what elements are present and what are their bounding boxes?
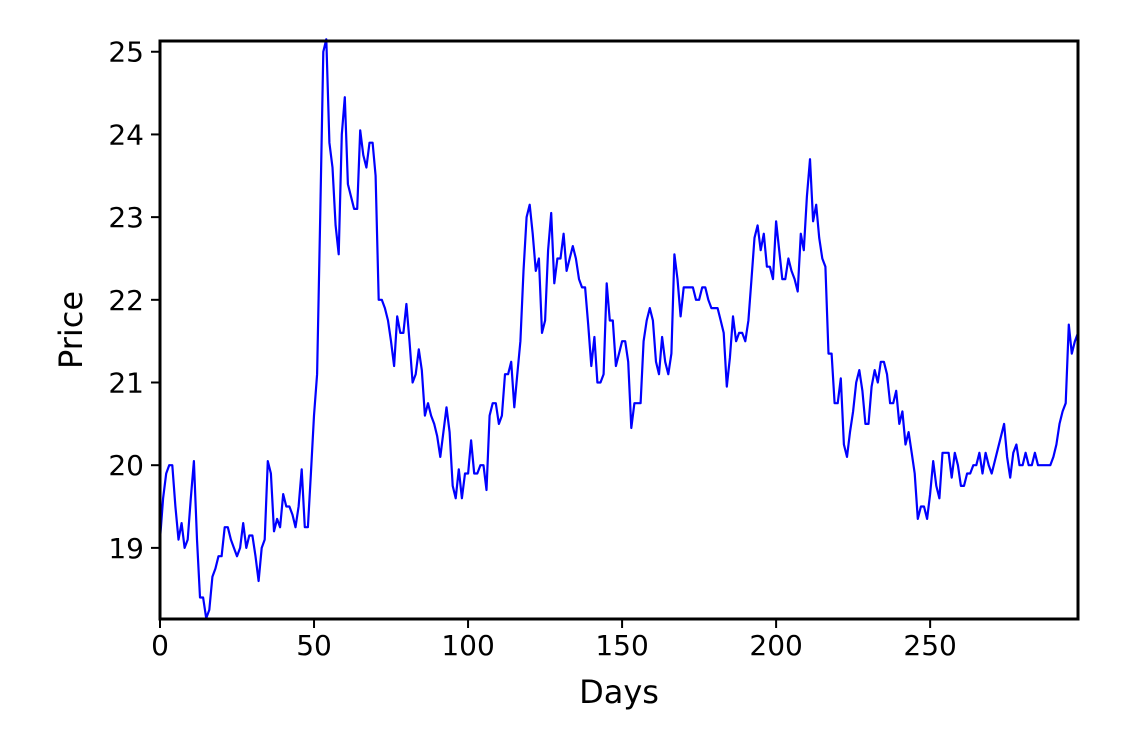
y-tick-label: 20 — [108, 449, 144, 482]
y-tick-label: 23 — [108, 201, 144, 234]
y-tick-label: 21 — [108, 367, 144, 400]
x-tick-label: 50 — [296, 629, 332, 662]
x-axis-label: Days — [579, 673, 659, 711]
y-tick-label: 24 — [108, 118, 144, 151]
x-tick-label: 150 — [595, 629, 648, 662]
x-tick-label: 250 — [903, 629, 956, 662]
plot-frame — [158, 39, 1080, 621]
x-tick-label: 0 — [151, 629, 169, 662]
y-tick-label: 19 — [108, 532, 144, 565]
y-tick-label: 22 — [108, 284, 144, 317]
price-line — [158, 38, 1080, 620]
y-tick-label: 25 — [108, 36, 144, 69]
x-tick-label: 200 — [749, 629, 802, 662]
y-axis-label: Price — [52, 291, 90, 369]
x-tick-label: 100 — [441, 629, 494, 662]
